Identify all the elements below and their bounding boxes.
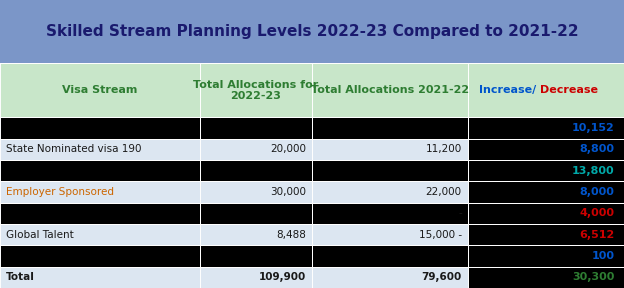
Bar bbox=[468, 63, 624, 117]
Bar bbox=[468, 267, 624, 288]
Bar bbox=[0, 181, 200, 203]
Text: 109,900: 109,900 bbox=[258, 272, 306, 282]
Bar bbox=[468, 139, 624, 160]
Text: State Nominated visa 190: State Nominated visa 190 bbox=[6, 144, 142, 154]
Text: 8,800: 8,800 bbox=[580, 144, 615, 154]
Text: Employer Sponsored: Employer Sponsored bbox=[6, 187, 114, 197]
Bar bbox=[468, 181, 624, 203]
Text: 22,000: 22,000 bbox=[426, 187, 462, 197]
Bar bbox=[200, 181, 312, 203]
Bar bbox=[312, 139, 468, 160]
Bar bbox=[468, 117, 624, 139]
Bar bbox=[0, 139, 200, 160]
Text: 4,000: 4,000 bbox=[580, 208, 615, 218]
Bar bbox=[468, 224, 624, 245]
Bar bbox=[200, 139, 312, 160]
Text: 10,152: 10,152 bbox=[572, 123, 615, 133]
Bar bbox=[312, 63, 468, 117]
Bar bbox=[312, 181, 468, 203]
Text: 8,488: 8,488 bbox=[276, 230, 306, 240]
Bar bbox=[200, 63, 312, 117]
Bar bbox=[312, 117, 468, 139]
Bar bbox=[200, 117, 312, 139]
Bar bbox=[468, 160, 624, 181]
Text: -: - bbox=[458, 208, 462, 218]
Bar bbox=[0, 117, 200, 139]
Text: Total Allocations for
2022-23: Total Allocations for 2022-23 bbox=[193, 79, 318, 101]
Bar bbox=[200, 224, 312, 245]
Text: Skilled Stream Planning Levels 2022-23 Compared to 2021-22: Skilled Stream Planning Levels 2022-23 C… bbox=[46, 24, 578, 39]
Text: 6,512: 6,512 bbox=[580, 230, 615, 240]
Text: Global Talent: Global Talent bbox=[6, 230, 74, 240]
Bar bbox=[468, 245, 624, 267]
Text: Total Allocations 2021-22: Total Allocations 2021-22 bbox=[311, 85, 469, 95]
Text: 30,300: 30,300 bbox=[572, 272, 615, 282]
Text: Decrease: Decrease bbox=[540, 85, 598, 95]
Text: 79,600: 79,600 bbox=[421, 272, 462, 282]
Bar bbox=[0, 267, 200, 288]
Bar bbox=[200, 245, 312, 267]
Text: 20,000: 20,000 bbox=[270, 144, 306, 154]
Bar bbox=[312, 160, 468, 181]
Bar bbox=[0, 160, 200, 181]
Bar bbox=[312, 224, 468, 245]
Bar bbox=[200, 160, 312, 181]
Text: 30,000: 30,000 bbox=[270, 187, 306, 197]
Bar bbox=[0, 63, 200, 117]
Bar bbox=[468, 203, 624, 224]
Bar bbox=[200, 203, 312, 224]
Text: Visa Stream: Visa Stream bbox=[62, 85, 137, 95]
Bar bbox=[312, 267, 468, 288]
Text: 15,000 -: 15,000 - bbox=[419, 230, 462, 240]
Text: 8,000: 8,000 bbox=[580, 187, 615, 197]
Text: 11,200: 11,200 bbox=[426, 144, 462, 154]
Text: Total: Total bbox=[6, 272, 35, 282]
Bar bbox=[0, 224, 200, 245]
Bar bbox=[0, 203, 200, 224]
Text: 13,800: 13,800 bbox=[572, 166, 615, 176]
Text: 100: 100 bbox=[592, 251, 615, 261]
Bar bbox=[312, 245, 468, 267]
Bar bbox=[200, 267, 312, 288]
Bar bbox=[0, 245, 200, 267]
Text: Increase/: Increase/ bbox=[479, 85, 540, 95]
Bar bbox=[312, 203, 468, 224]
